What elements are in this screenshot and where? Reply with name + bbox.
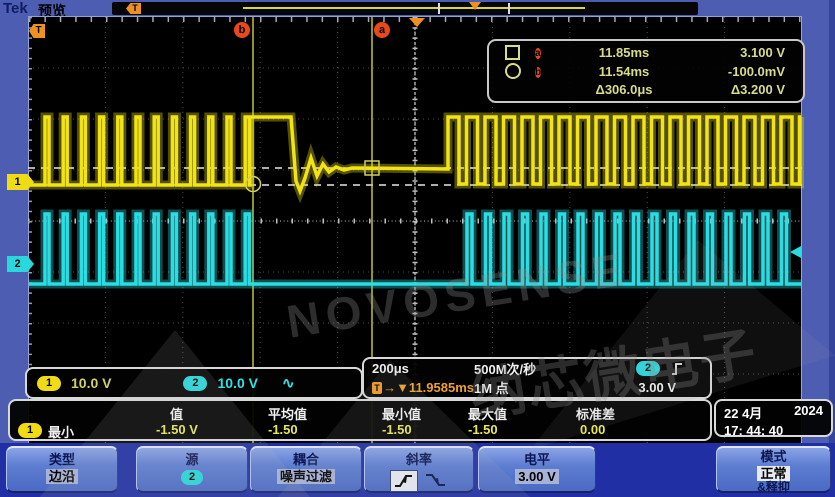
tek-logo: Tek xyxy=(3,0,28,17)
cursor-readout-box: a 11.85ms 3.100 V b 11.54ms -100.0mV Δ30… xyxy=(487,39,805,103)
cursor-a-badge[interactable]: a xyxy=(374,22,390,38)
cursor-delta-row: Δ306.0μs Δ3.200 V xyxy=(489,81,803,99)
ch2-ground-marker[interactable]: 2 xyxy=(7,256,34,272)
trigger-t-icon: T xyxy=(372,381,383,394)
trigger-level: 3.00 V xyxy=(638,380,676,395)
menu-source-button[interactable]: 源 2 xyxy=(136,446,248,493)
cursor-a-time: 11.85ms xyxy=(598,45,650,60)
menu-coupling-button[interactable]: 耦合 噪声过滤 xyxy=(250,446,362,493)
cursor-delta-volt: Δ3.200 V xyxy=(730,82,785,97)
ch1-badge[interactable]: 1 xyxy=(37,375,61,391)
menu-level-label: 电平 xyxy=(523,452,550,467)
meas-header-stddev: 标准差 xyxy=(576,407,616,422)
menu-coupling-label: 耦合 xyxy=(292,452,319,467)
cursor-b-mini-badge: b xyxy=(535,66,542,78)
meas-name: 最小 xyxy=(48,425,75,440)
timebase: 200μs xyxy=(372,361,409,376)
cursor-b-volt: -100.0mV xyxy=(727,63,785,79)
menu-type-value: 边沿 xyxy=(45,469,78,484)
menu-type-button[interactable]: 类型 边沿 xyxy=(6,446,118,493)
record-view-bar: T xyxy=(112,2,698,15)
date: 22 4月 xyxy=(724,406,763,421)
acquisition-status-label: 预览 xyxy=(38,3,66,19)
cursor-b-badge[interactable]: b xyxy=(234,22,250,38)
cursor-a-volt: 3.100 V xyxy=(740,45,785,60)
meas-header-min: 最小值 xyxy=(382,407,422,422)
cursor-a-row: a 11.85ms 3.100 V xyxy=(489,44,803,62)
meas-stddev: 0.00 xyxy=(580,422,606,437)
menu-mode-value: 正常 xyxy=(757,466,790,481)
ch1-scale: 10.0 V xyxy=(71,375,112,391)
time: 17: 44: 40 xyxy=(724,423,784,438)
menu-level-button[interactable]: 电平 3.00 V xyxy=(478,446,596,493)
trigger-source-badge: 2 xyxy=(636,361,660,376)
meas-header-value: 值 xyxy=(170,407,184,422)
channel-readout-box: 1 10.0 V 2 10.0 V ∿ xyxy=(25,367,363,399)
meas-header-max: 最大值 xyxy=(468,407,508,422)
meas-value: -1.50 V xyxy=(156,422,198,437)
cursor-b-row: b 11.54ms -100.0mV xyxy=(489,62,803,80)
trigger-delay: →▼11.9585ms xyxy=(383,380,474,395)
menu-slope-button[interactable]: 斜率 xyxy=(364,446,474,493)
menu-coupling-value: 噪声过滤 xyxy=(276,469,335,484)
cursor-b-time: 11.54ms xyxy=(598,63,650,79)
record-trigger-position-icon: T xyxy=(126,3,141,14)
right-frame-edge xyxy=(829,0,835,443)
menu-source-badge: 2 xyxy=(181,470,203,485)
menu-level-value: 3.00 V xyxy=(515,469,559,484)
trigger-offscreen-flag: T xyxy=(29,24,45,38)
sample-rate: 500M次/秒 xyxy=(474,362,537,377)
rising-edge-icon[interactable] xyxy=(390,470,418,492)
trigger-slope-icon xyxy=(672,363,682,375)
cursor-delta-time: Δ306.0μs xyxy=(595,82,653,97)
year: 2024 xyxy=(794,403,823,418)
menu-source-label: 源 xyxy=(185,452,199,467)
ch2-badge[interactable]: 2 xyxy=(183,375,208,391)
meas-channel-badge: 1 xyxy=(18,423,42,438)
menu-slope-label: 斜率 xyxy=(405,452,432,467)
ch2-scale: 10.0 V xyxy=(217,375,258,391)
meas-mean: -1.50 xyxy=(268,422,298,437)
menu-type-label: 类型 xyxy=(48,452,75,467)
softkey-menu: 类型 边沿 源 2 耦合 噪声过滤 斜率 电平 3.00 V xyxy=(0,443,835,497)
cursor-a-square-icon xyxy=(505,45,520,60)
menu-mode-label: 模式 xyxy=(760,449,787,464)
meas-header-mean: 平均值 xyxy=(268,407,308,422)
meas-min: -1.50 xyxy=(382,422,412,437)
ch1-ground-marker[interactable]: 1 xyxy=(7,174,34,190)
cursor-a-mini-badge: a xyxy=(535,48,541,59)
menu-mode-extra: &释抑 xyxy=(757,480,790,494)
datetime-box: 22 4月 2024 17: 44: 40 xyxy=(714,399,833,438)
record-expansion-marker-icon xyxy=(469,2,481,10)
record-window-bracket-left xyxy=(438,3,440,14)
menu-mode-button[interactable]: 模式 正常 &释抑 xyxy=(716,446,831,494)
meas-max: -1.50 xyxy=(468,422,498,437)
record-length: 1M 点 xyxy=(474,381,509,396)
record-waveform-extent xyxy=(243,7,585,9)
measurement-bar: 值 平均值 最小值 最大值 标准差 1 最小 -1.50 V -1.50 -1.… xyxy=(8,399,712,441)
falling-edge-icon[interactable] xyxy=(424,471,448,492)
ch2-coupling-icon: ∿ xyxy=(281,375,295,392)
record-window-bracket-right xyxy=(508,3,510,14)
horizontal-readout-box: 200μs 500M次/秒 2 T →▼11.9585ms 1M 点 3.00 V xyxy=(362,357,712,399)
cursor-b-circle-icon xyxy=(505,63,521,79)
